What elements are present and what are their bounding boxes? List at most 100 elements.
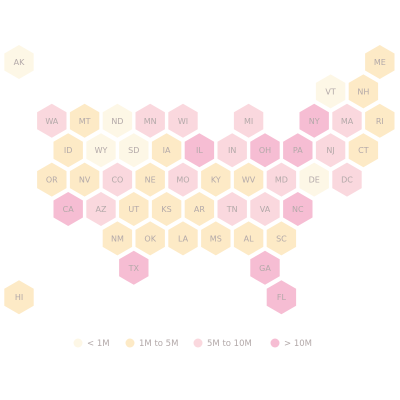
state-hex [184, 133, 215, 168]
state-tile: TN [217, 192, 247, 226]
state-hex [102, 162, 133, 197]
state-tile: NC [283, 192, 313, 226]
state-hex [119, 133, 149, 168]
state-tile: OH [250, 133, 280, 168]
state-tile: VA [250, 192, 280, 226]
state-label: TX [128, 264, 140, 273]
state-label: DE [309, 176, 320, 185]
state-tile: AR [184, 192, 215, 226]
legend-swatch [270, 338, 280, 348]
state-tile: MA [332, 103, 362, 138]
state-tile: MI [233, 103, 264, 138]
state-label: OR [46, 176, 58, 185]
state-hex [299, 162, 329, 197]
state-hex [315, 74, 346, 109]
state-tile: GA [250, 250, 280, 285]
state-hex [151, 133, 182, 168]
state-label: IN [228, 146, 236, 155]
state-label: MT [79, 117, 91, 126]
state-tile: ND [102, 103, 133, 138]
state-label: SC [276, 234, 287, 243]
state-hex [266, 221, 297, 256]
state-tile: SD [119, 133, 149, 168]
state-label: MA [341, 117, 354, 126]
state-tile: IA [151, 133, 182, 168]
state-label: WA [45, 117, 58, 126]
state-tile: NE [135, 162, 165, 197]
state-hex [86, 192, 116, 226]
state-hex [201, 221, 231, 256]
state-hex [233, 103, 264, 138]
state-tile: MD [266, 162, 297, 197]
state-label: ND [111, 117, 123, 126]
state-hex [315, 133, 346, 168]
state-hex [119, 192, 149, 226]
state-label: NC [292, 205, 304, 214]
state-hex [37, 162, 67, 197]
state-hex [37, 103, 67, 138]
state-hex [332, 162, 362, 197]
state-tile: AL [233, 221, 264, 256]
state-tile: MT [69, 103, 100, 138]
state-hex [250, 250, 280, 285]
state-hex [201, 162, 231, 197]
state-tile: KY [201, 162, 231, 197]
state-tile: DC [332, 162, 362, 197]
state-hex [250, 192, 280, 226]
state-tile: UT [119, 192, 149, 226]
state-hex [102, 103, 133, 138]
legend: < 1M 1M to 5M 5M to 10M > 10M [73, 338, 312, 349]
state-label: MS [210, 234, 222, 243]
state-label: NE [145, 176, 156, 185]
state-label: WV [242, 176, 256, 185]
state-hex [168, 221, 198, 256]
state-hex [365, 45, 395, 79]
state-tile: MS [201, 221, 231, 256]
state-label: CT [358, 146, 369, 155]
state-hex [86, 133, 116, 168]
state-hex [69, 103, 100, 138]
state-tile: NV [69, 162, 100, 197]
state-hex [266, 280, 297, 315]
state-label: NY [309, 117, 320, 126]
state-tile: HI [4, 280, 34, 315]
state-label: SD [128, 146, 139, 155]
state-label: AK [14, 58, 25, 67]
state-hex [299, 103, 329, 138]
state-tile: FL [266, 280, 297, 315]
state-hex [168, 103, 198, 138]
state-label: WI [178, 117, 188, 126]
state-label: KY [211, 176, 221, 185]
state-hex [53, 133, 83, 168]
state-hex [217, 192, 247, 226]
state-tile: CO [102, 162, 133, 197]
state-hex [332, 103, 362, 138]
state-label: DC [341, 176, 353, 185]
state-tile: NY [299, 103, 329, 138]
state-label: PA [293, 146, 303, 155]
state-label: NV [79, 176, 91, 185]
state-label: NJ [326, 146, 334, 155]
state-tile: AZ [86, 192, 116, 226]
state-label: FL [277, 293, 287, 302]
state-tile: WA [37, 103, 67, 138]
state-tile: PA [283, 133, 313, 168]
legend-swatch [125, 338, 135, 348]
state-label: HI [15, 293, 23, 302]
state-tile: DE [299, 162, 329, 197]
state-hex [233, 162, 264, 197]
state-label: WY [95, 146, 108, 155]
state-hex [135, 103, 165, 138]
state-tile: CA [53, 192, 83, 226]
state-tile: CT [348, 133, 379, 168]
state-label: TN [226, 205, 238, 214]
state-tile: VT [315, 74, 346, 109]
state-tile: NH [348, 74, 379, 109]
state-tile: ID [53, 133, 83, 168]
state-label: GA [259, 264, 271, 273]
state-label: VA [260, 205, 271, 214]
state-hex [348, 74, 379, 109]
state-tile: OR [37, 162, 67, 197]
state-hex [217, 133, 247, 168]
